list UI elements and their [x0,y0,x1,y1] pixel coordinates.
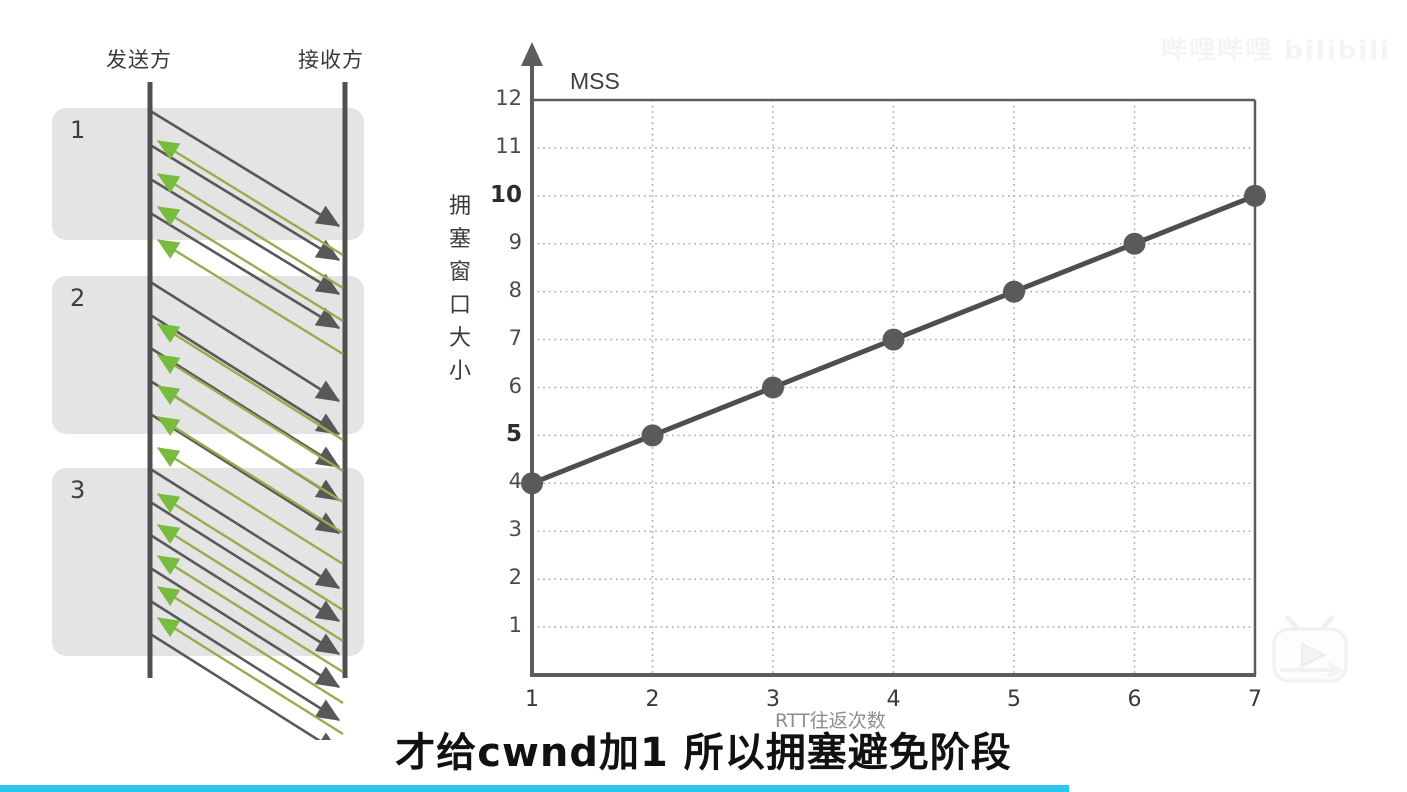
data-segment-arrow [151,501,341,623]
data-point-marker [641,424,664,447]
data-segment-arrow [151,567,341,689]
data-point-marker [1244,184,1266,207]
data-segment-arrow [151,347,341,469]
sequence-diagram-panel: 发送方 接收方 1 2 3 [0,0,450,740]
x-tick-label: 5 [1007,687,1021,712]
y-tick-label: 3 [508,517,522,542]
ack-segment-arrow [156,523,344,643]
ack-segment-arrow [156,353,344,473]
data-segment-arrow [151,281,341,403]
grid-lines [532,100,1255,675]
y-tick-label: 4 [508,469,522,494]
ack-segment-arrow [156,492,344,612]
y-axis-title-char: 塞 [448,227,471,252]
data-point-marker [521,472,543,495]
sender-rail-label: 发送方 [106,48,172,72]
data-segment-arrow [151,534,341,656]
data-arrow-group [151,110,341,740]
ack-segment-arrow [156,172,344,290]
data-segment-arrow [151,413,341,535]
data-segment-arrow [151,144,341,262]
phase-number-label: 1 [70,116,86,144]
y-tick-label: 1 [508,613,522,638]
y-tick-label: 11 [495,133,522,158]
ack-segment-arrow [156,585,344,705]
y-tick-label: 2 [508,565,522,590]
bilibili-tv-logo-icon [1272,615,1348,683]
x-tick-label: 3 [766,687,780,712]
ack-segment-arrow [156,322,344,442]
video-progress-fill [0,785,1070,792]
x-tick-label: 2 [645,687,660,712]
y-axis-title-char: 口 [448,293,471,318]
data-segment-arrow [151,314,341,436]
chart-svg [521,42,1266,677]
ack-segment-arrow [156,238,344,356]
data-point-marker [762,376,784,399]
ack-arrow-group [156,139,344,736]
y-tick-label: 6 [508,373,522,398]
ack-segment-arrow [156,384,344,504]
ack-segment-arrow [156,446,344,566]
mss-unit-label: MSS [570,68,620,94]
data-segment-arrow [151,212,341,330]
ack-segment-arrow [156,554,344,674]
phase-number-label: 3 [70,476,86,504]
y-tick-label: 8 [508,277,522,302]
y-tick-label: 10 [489,181,522,208]
data-segment-arrow [151,633,341,740]
phase-block-1: 1 [52,108,364,240]
x-tick-label: 6 [1127,687,1142,712]
data-point-marker [1003,280,1025,303]
data-segment-arrow [151,600,341,722]
sequence-arrows-svg [147,82,348,740]
data-segment-arrow [151,468,341,590]
y-tick-label: 7 [508,325,522,350]
x-axis-title: RTT往返次数 [775,710,886,732]
ack-segment-arrow [156,415,344,535]
y-tick-label: 5 [505,421,522,448]
x-tick-label: 1 [525,687,539,712]
y-axis-title-char: 拥 [448,194,471,219]
y-axis-title-char: 窗 [448,260,471,285]
ack-segment-arrow [156,616,344,736]
cwnd-series-markers [521,184,1266,495]
video-progress-track[interactable] [0,785,1407,792]
y-tick-label: 9 [508,229,522,254]
data-point-marker [1123,232,1146,255]
y-axis-title-char: 小 [448,359,471,384]
phase-number-label: 2 [70,284,86,312]
x-tick-label: 4 [886,687,901,712]
y-axis-arrowhead-icon [521,42,543,66]
ack-segment-arrow [156,139,344,257]
x-tick-label: 7 [1248,687,1262,712]
ack-segment-arrow [156,205,344,323]
data-point-marker [882,328,905,351]
data-segment-arrow [151,178,341,296]
bilibili-text-watermark: 哔哩哔哩 bilibili [1161,36,1391,66]
y-tick-label: 12 [495,86,522,110]
phase-block-3: 3 [52,468,364,656]
video-subtitle-text: 才给cwnd加1 所以拥塞避免阶段 [395,730,1012,776]
data-segment-arrow [151,110,341,228]
receiver-rail-label: 接收方 [298,48,364,72]
y-axis-title-char: 大 [448,326,471,351]
y-axis-title: 拥塞窗口大小 [445,190,475,388]
